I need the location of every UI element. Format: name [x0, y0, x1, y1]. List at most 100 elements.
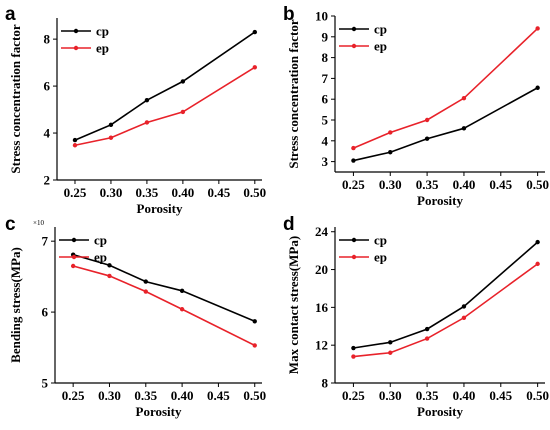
series-line-ep [353, 263, 539, 358]
x-tick-label: 0.35 [136, 185, 159, 200]
legend-label-cp: cp [374, 22, 387, 37]
x-tick-label: 0.50 [526, 388, 549, 403]
data-point-ep [143, 289, 148, 294]
series-line-cp [353, 87, 539, 162]
data-point-ep [351, 354, 356, 359]
y-tick-label: 12 [315, 338, 328, 353]
x-axis-title: Porosity [417, 404, 463, 419]
data-point-ep [179, 307, 185, 312]
panel-label: c [5, 214, 16, 235]
y-tick-label: 5 [322, 113, 329, 128]
data-point-cp [351, 158, 356, 163]
y-tick-label: 16 [315, 300, 329, 315]
data-point-ep [72, 143, 78, 148]
x-tick-label: 0.45 [207, 388, 230, 403]
legend-marker-ep [351, 43, 357, 49]
x-tick-label: 0.35 [134, 388, 157, 403]
y-tick-label: 2 [44, 173, 51, 188]
legend-label-cp: cp [96, 24, 109, 39]
legend-label-ep: ep [96, 41, 109, 56]
x-tick-label: 0.50 [243, 388, 266, 403]
data-point-ep [252, 343, 257, 348]
data-point-cp [388, 340, 393, 345]
y-tick-label: 6 [322, 92, 329, 107]
data-point-cp [107, 263, 112, 268]
legend-label-cp: cp [94, 233, 107, 248]
data-point-cp [72, 137, 78, 143]
data-point-cp [180, 79, 186, 84]
y-axis-title: Max contact stress(MPa) [286, 236, 301, 374]
legend-marker-cp [73, 28, 79, 34]
data-point-cp [461, 126, 467, 131]
x-tick-label: 0.50 [526, 177, 549, 192]
y-tick-label: 8 [322, 50, 329, 65]
data-point-ep [252, 65, 258, 70]
y-tick-label: 4 [322, 133, 329, 148]
data-point-cp [252, 319, 257, 324]
y-tick-label: 7 [42, 234, 49, 249]
y-tick-label: 24 [315, 224, 329, 239]
x-tick-label: 0.25 [62, 388, 85, 403]
panel-label: a [5, 4, 16, 25]
data-point-ep [388, 130, 393, 135]
y-tick-label: 6 [42, 305, 49, 320]
y-tick-label: 9 [322, 29, 329, 44]
data-point-cp [108, 122, 114, 128]
data-point-ep [424, 336, 430, 341]
y-tick-label: 8 [44, 32, 51, 47]
data-point-ep [180, 109, 186, 115]
data-point-cp [461, 304, 467, 309]
chart-panel-c: c 0.25 0.30 0.35 0.40 0.45 0.50 5 6 7 ×10 Porosity B… [5, 214, 266, 419]
y-tick-label: 3 [322, 154, 329, 169]
data-point-cp [351, 345, 356, 351]
data-point-ep [535, 261, 540, 267]
x-tick-label: 0.40 [453, 177, 476, 192]
series-line-ep [72, 265, 256, 347]
legend-marker-ep [71, 254, 77, 260]
legend-marker-cp [71, 237, 77, 243]
series-line-ep [74, 66, 256, 147]
y-tick-label: 8 [322, 376, 329, 391]
legend-label-ep: ep [374, 250, 387, 265]
data-point-ep [424, 117, 430, 123]
y-tick-label: 20 [315, 262, 328, 277]
data-point-cp [424, 136, 430, 141]
y-tick-label: 4 [44, 126, 51, 141]
legend-label-ep: ep [94, 250, 107, 265]
x-tick-label: 0.50 [243, 185, 266, 200]
data-point-cp [144, 97, 150, 103]
data-point-ep [535, 26, 540, 31]
chart-panel-b: b 0.25 0.30 0.35 0.40 0.45 0.50 3 4 5 6 7 8 9 10 Porosi… [283, 4, 549, 208]
data-point-cp [424, 326, 430, 332]
data-point-cp [179, 288, 185, 294]
x-axis-title: Porosity [137, 201, 183, 216]
x-tick-label: 0.40 [172, 185, 195, 200]
data-point-cp [535, 239, 540, 245]
data-point-ep [461, 315, 467, 320]
legend-label-ep: ep [374, 39, 387, 54]
chart-panel-a: a 0.25 0.30 0.35 0.40 0.45 0.50 2 4 6 8 Porosity Str… [5, 4, 266, 216]
x-tick-label: 0.45 [207, 185, 230, 200]
y-tick-label: 10 [315, 9, 328, 24]
chart-panel-d: d 0.25 0.30 0.35 0.40 0.45 0.50 8 12 16 20 24 Porosi… [283, 214, 549, 419]
x-tick-label: 0.25 [342, 177, 365, 192]
x-tick-label: 0.40 [171, 388, 194, 403]
x-tick-label: 0.30 [379, 388, 402, 403]
data-point-ep [461, 95, 467, 101]
x-axis-title: Porosity [136, 404, 182, 419]
legend-marker-cp [351, 26, 357, 32]
series-line-cp [72, 253, 256, 323]
y-axis-title: Bending stress(MPa) [8, 247, 23, 363]
x-tick-label: 0.25 [64, 185, 87, 200]
x-tick-label: 0.30 [98, 388, 121, 403]
data-point-ep [108, 135, 114, 140]
data-point-ep [144, 120, 150, 125]
legend-marker-cp [351, 237, 357, 243]
x-tick-label: 0.30 [100, 185, 123, 200]
legend-marker-ep [73, 45, 79, 51]
data-point-ep [388, 350, 393, 355]
y-tick-label: 5 [42, 376, 49, 391]
y-tick-label: 7 [322, 71, 329, 86]
data-point-ep [351, 145, 356, 151]
